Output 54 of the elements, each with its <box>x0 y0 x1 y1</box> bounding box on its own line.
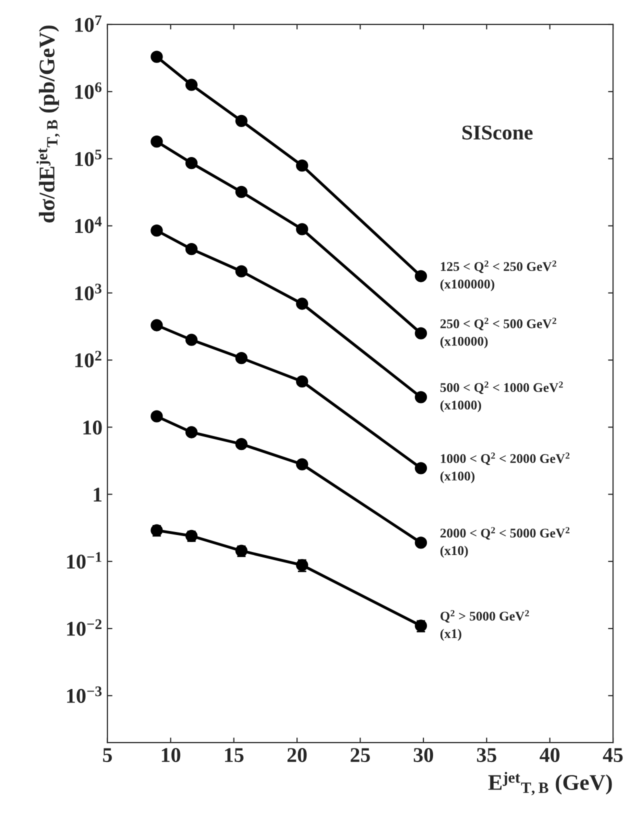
text: 1000 < Q$^{2}$ < 2000 GeV$^{2}$ (x100) <box>440 452 570 484</box>
text: 500 < Q$^{2}$ < 1000 GeV$^{2}$ (x1000) <box>440 382 563 412</box>
y-tick-label: 10$^{7}$ <box>75 15 102 32</box>
point <box>235 265 248 278</box>
point <box>414 327 427 340</box>
point <box>414 391 427 404</box>
point <box>296 375 308 388</box>
point <box>414 270 427 282</box>
text: 250 < Q$^{2}$ < 500 GeV$^{2}$ (x10000) <box>440 318 556 348</box>
text: Q$^{2}$ > 5000 GeV$^{2}$ (x1) <box>440 610 529 641</box>
point <box>235 352 248 364</box>
point <box>185 157 198 170</box>
x-tick-label: 30 <box>414 748 434 762</box>
point <box>235 438 248 450</box>
point <box>150 410 163 422</box>
y-tick-label: 10$^{5}$ <box>75 150 102 166</box>
point <box>414 536 427 549</box>
y-tick-label: 10$^{4}$ <box>75 216 102 234</box>
y-axis-title: dσ/dE$^{jet}$$_{T,B}$ (pb/GeV) <box>36 26 60 222</box>
x-tick-label: 40 <box>540 748 560 762</box>
y-tick-label: 10$^{2}$ <box>75 350 102 368</box>
point <box>296 160 308 172</box>
x-tick-label: 5 <box>103 748 112 762</box>
point <box>150 224 163 237</box>
x-tick-label: 45 <box>602 748 623 762</box>
point <box>235 114 248 127</box>
point <box>185 334 198 346</box>
point <box>150 50 163 63</box>
point <box>150 136 163 148</box>
x-tick-label: 15 <box>225 748 244 762</box>
x-axis-title: E$^{jet}$$_{T,B}$ (GeV) <box>488 772 612 796</box>
point <box>296 223 308 236</box>
x-tick-label: 10 <box>162 748 180 762</box>
x-tick-label: 25 <box>350 748 370 762</box>
annotation: SIScone <box>462 126 533 140</box>
point <box>185 426 198 438</box>
point <box>235 186 248 198</box>
point <box>185 78 198 91</box>
point <box>150 319 163 332</box>
point <box>185 243 198 256</box>
y-tick-label: 10$^{−2}$ <box>67 619 102 636</box>
point <box>296 298 308 310</box>
y-tick-label: 10 <box>83 420 102 435</box>
point <box>296 458 308 470</box>
y-tick-label: 10$^{−3}$ <box>67 686 102 703</box>
y-tick-label: 10$^{−1}$ <box>67 552 102 569</box>
y-tick-label: 10$^{6}$ <box>75 82 102 99</box>
text: 125 < Q$^{2}$ < 250 GeV$^{2}$ (x100000) <box>440 260 556 292</box>
y-tick-label: 1 <box>94 488 102 502</box>
x-tick-label: 20 <box>288 748 307 762</box>
x-tick-label: 35 <box>477 748 496 762</box>
y-tick-label: 10$^{3}$ <box>75 284 102 300</box>
text: 2000 < Q$^{2}$ < 5000 GeV$^{2}$ (x10) <box>440 527 570 558</box>
point <box>414 462 427 474</box>
